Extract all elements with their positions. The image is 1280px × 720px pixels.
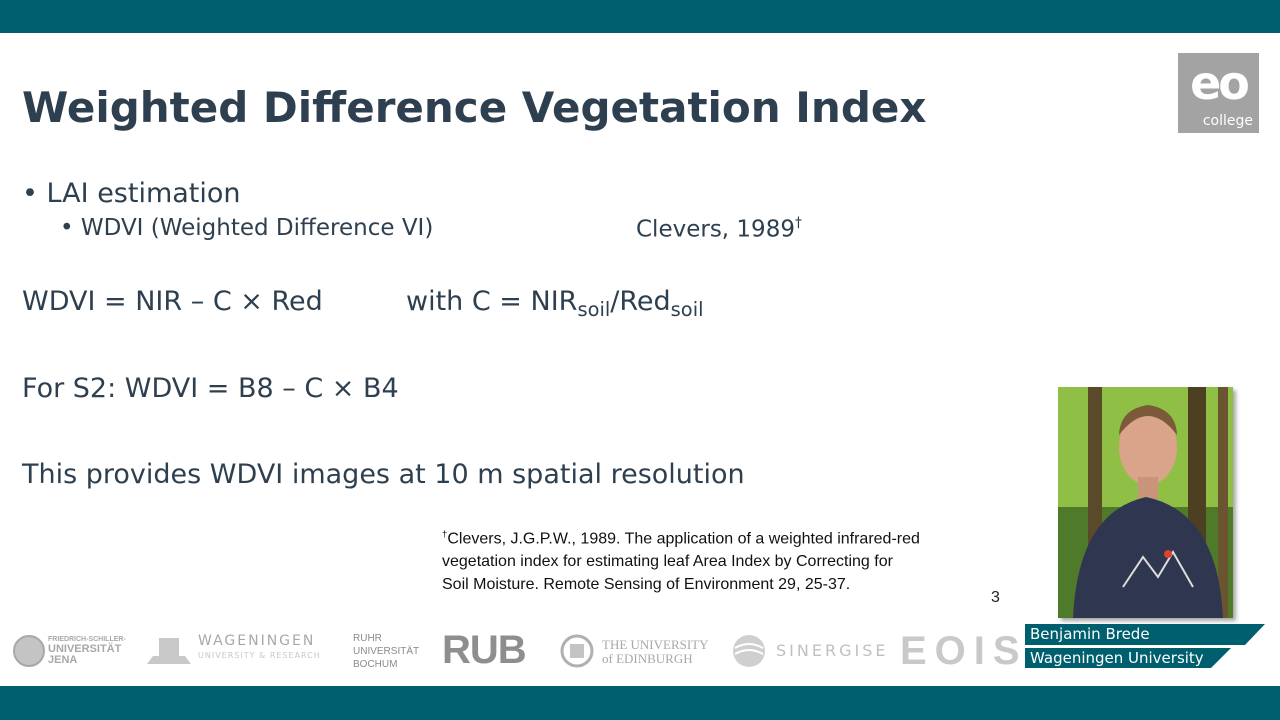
edinburgh-crest <box>560 634 594 668</box>
wageningen-icon <box>147 638 191 664</box>
speaker-photo <box>1058 387 1233 618</box>
footnote: †Clevers, J.G.P.W., 1989. The applicatio… <box>442 524 920 596</box>
sub-bullet-text: WDVI (Weighted Difference VI) <box>80 215 434 241</box>
footnote-line: vegetation index for estimating leaf Are… <box>442 553 893 571</box>
formula-text: with C = NIR <box>406 286 578 317</box>
sub-bullet: • WDVI (Weighted Difference VI) <box>60 215 434 241</box>
formula-subscript: soil <box>577 297 611 321</box>
partner-ruhr: RUHR UNIVERSITÄT BOCHUM <box>353 632 419 671</box>
sinergise-icon <box>733 635 765 667</box>
s2-formula: For S2: WDVI = B8 – C × B4 <box>22 373 399 404</box>
eo-logo: eo college <box>1178 53 1259 133</box>
footnote-line: †Clevers, J.G.P.W., 1989. The applicatio… <box>442 524 920 551</box>
partner-text: THE UNIVERSITY <box>602 637 709 652</box>
logo-caption: college <box>1202 113 1253 129</box>
citation-mark: † <box>794 215 802 231</box>
partner-text: BOCHUM <box>353 659 398 670</box>
speaker-name: Benjamin Brede <box>1030 625 1150 643</box>
citation: Clevers, 1989† <box>636 215 802 243</box>
partner-wageningen: WAGENINGEN <box>198 633 316 649</box>
statement: This provides WDVI images at 10 m spatia… <box>22 459 745 490</box>
partner-sinergise: SINERGISE <box>776 641 889 660</box>
slide-title: Weighted Difference Vegetation Index <box>22 83 927 132</box>
speaker-banner <box>1025 624 1265 668</box>
partner-eois: EOIS <box>900 629 1028 673</box>
bullet-text: LAI estimation <box>46 178 241 209</box>
partner-text: UNIVERSITÄT <box>353 646 420 657</box>
footnote-mark: † <box>442 529 448 540</box>
partner-text: JENA <box>48 654 78 666</box>
partner-text: RUHR <box>353 633 382 644</box>
partner-text: of EDINBURGH <box>602 651 693 666</box>
partner-edinburgh: THE UNIVERSITY of EDINBURGH <box>602 638 709 666</box>
partner-wageningen-sub: UNIVERSITY & RESEARCH <box>198 651 321 660</box>
partner-text: UNIVERSITÄT <box>48 643 122 655</box>
partner-text: FRIEDRICH-SCHILLER- <box>48 636 126 643</box>
speaker-affiliation: Wageningen University <box>1030 649 1204 667</box>
footnote-line: Soil Moisture. Remote Sensing of Environ… <box>442 575 851 593</box>
citation-text: Clevers, 1989 <box>636 216 795 243</box>
footnote-text: Clevers, J.G.P.W., 1989. The application… <box>447 530 920 548</box>
formula-lhs: WDVI = NIR – C × Red <box>22 286 323 317</box>
bullet: • LAI estimation <box>22 178 241 209</box>
partner-rub: RUB <box>442 628 527 672</box>
formula-rhs: with C = NIRsoil/Redsoil <box>406 286 704 321</box>
formula-text: /Red <box>610 286 671 317</box>
top-bar <box>0 0 1280 33</box>
page-number: 3 <box>991 589 1000 606</box>
jena-icon <box>13 635 45 667</box>
logo-mark: eo <box>1190 56 1250 110</box>
partner-jena: FRIEDRICH-SCHILLER- UNIVERSITÄT JENA <box>48 636 126 666</box>
bottom-bar <box>0 686 1280 720</box>
formula-subscript: soil <box>670 297 704 321</box>
